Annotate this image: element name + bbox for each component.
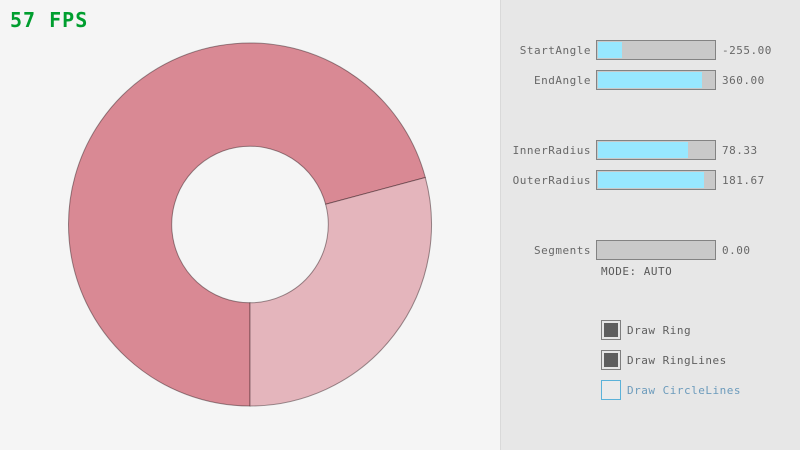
- draw-circlelines-checkbox[interactable]: [601, 380, 621, 400]
- checkbox-row-draw-ringlines: Draw RingLines: [601, 350, 727, 370]
- fps-counter: 57 FPS: [10, 8, 89, 32]
- start-angle-slider-fill: [598, 42, 622, 58]
- draw-ring-checkbox[interactable]: [601, 320, 621, 340]
- draw-ringlines-checkbox[interactable]: [601, 350, 621, 370]
- slider-row-inner-radius: InnerRadius 78.33: [501, 140, 800, 160]
- start-angle-label: StartAngle: [519, 43, 591, 57]
- inner-radius-slider-fill: [598, 142, 688, 158]
- inner-radius-value: 78.33: [722, 143, 758, 157]
- ring-sector-overlap-dark: [68, 42, 426, 407]
- draw-ring-label: Draw Ring: [627, 323, 692, 337]
- slider-row-end-angle: EndAngle 360.00: [501, 70, 800, 90]
- draw-circlelines-label: Draw CircleLines: [627, 383, 741, 397]
- segments-mode-text: MODE: AUTO: [601, 265, 673, 278]
- slider-row-start-angle: StartAngle -255.00: [501, 40, 800, 60]
- slider-row-segments: Segments 0.00: [501, 240, 800, 260]
- end-angle-label: EndAngle: [534, 73, 591, 87]
- outer-radius-value: 181.67: [722, 173, 765, 187]
- checkbox-row-draw-circlelines: Draw CircleLines: [601, 380, 741, 400]
- start-angle-value: -255.00: [722, 43, 772, 57]
- checkbox-row-draw-ring: Draw Ring: [601, 320, 691, 340]
- inner-radius-label: InnerRadius: [512, 143, 591, 157]
- outer-radius-slider[interactable]: [596, 170, 716, 190]
- ring-sector-single-light: [249, 176, 432, 407]
- end-angle-slider-fill: [598, 72, 702, 88]
- end-angle-value: 360.00: [722, 73, 765, 87]
- end-angle-slider[interactable]: [596, 70, 716, 90]
- controls-panel: StartAngle -255.00 EndAngle 360.00 Inner…: [500, 0, 800, 450]
- slider-row-outer-radius: OuterRadius 181.67: [501, 170, 800, 190]
- checkmark-icon: [604, 323, 618, 337]
- segments-value: 0.00: [722, 243, 751, 257]
- segments-label: Segments: [534, 243, 591, 257]
- checkmark-icon: [604, 353, 618, 367]
- outer-radius-label: OuterRadius: [512, 173, 591, 187]
- outer-radius-slider-fill: [598, 172, 704, 188]
- inner-radius-slider[interactable]: [596, 140, 716, 160]
- start-angle-slider[interactable]: [596, 40, 716, 60]
- draw-ringlines-label: Draw RingLines: [627, 353, 727, 367]
- ring-canvas: [68, 42, 432, 407]
- segments-slider[interactable]: [596, 240, 716, 260]
